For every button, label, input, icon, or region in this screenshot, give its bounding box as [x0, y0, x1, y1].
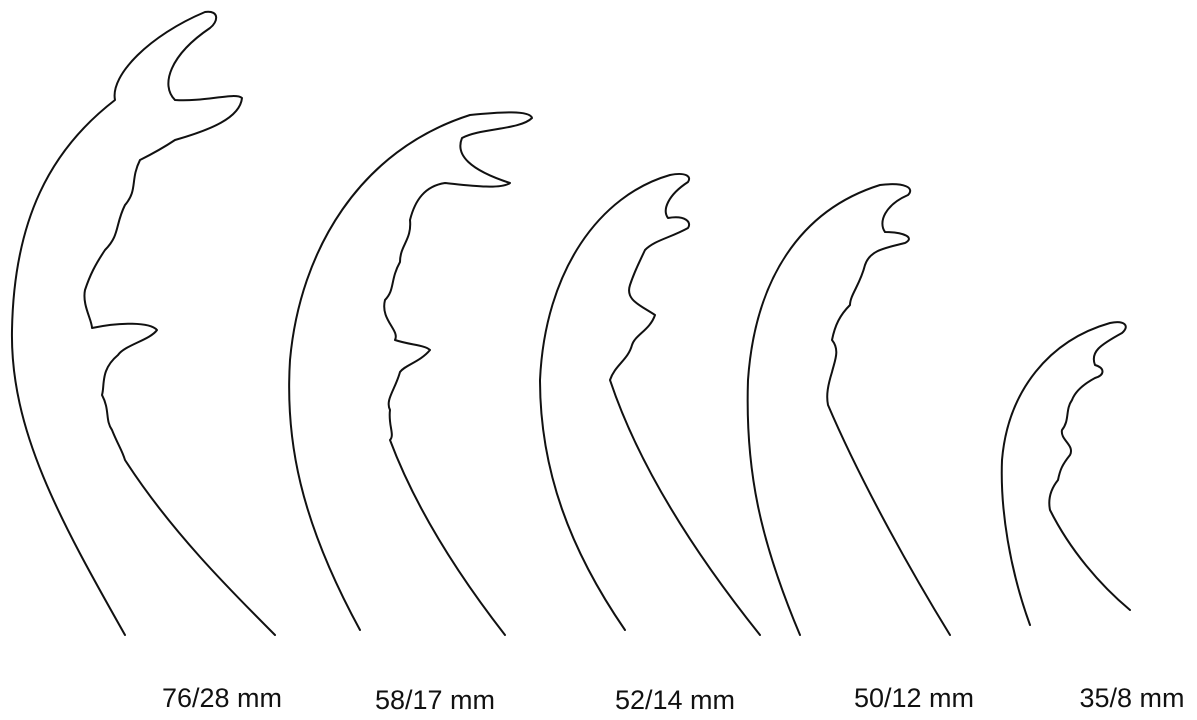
hook-outline [1002, 322, 1130, 625]
size-label: 58/17 mm [375, 685, 495, 715]
hook-outline [748, 184, 950, 635]
hook-outline [289, 112, 532, 635]
size-label: 50/12 mm [854, 683, 974, 713]
hook-outline [12, 12, 275, 635]
size-label: 35/8 mm [1079, 683, 1184, 713]
diagram: 76/28 mm 58/17 mm 52/14 mm 50/12 mm 35/8… [0, 0, 1197, 720]
size-label: 76/28 mm [162, 683, 282, 713]
page: 76/28 mm 58/17 mm 52/14 mm 50/12 mm 35/8… [0, 0, 1197, 720]
hook-outline [540, 174, 760, 635]
size-label: 52/14 mm [615, 685, 735, 715]
